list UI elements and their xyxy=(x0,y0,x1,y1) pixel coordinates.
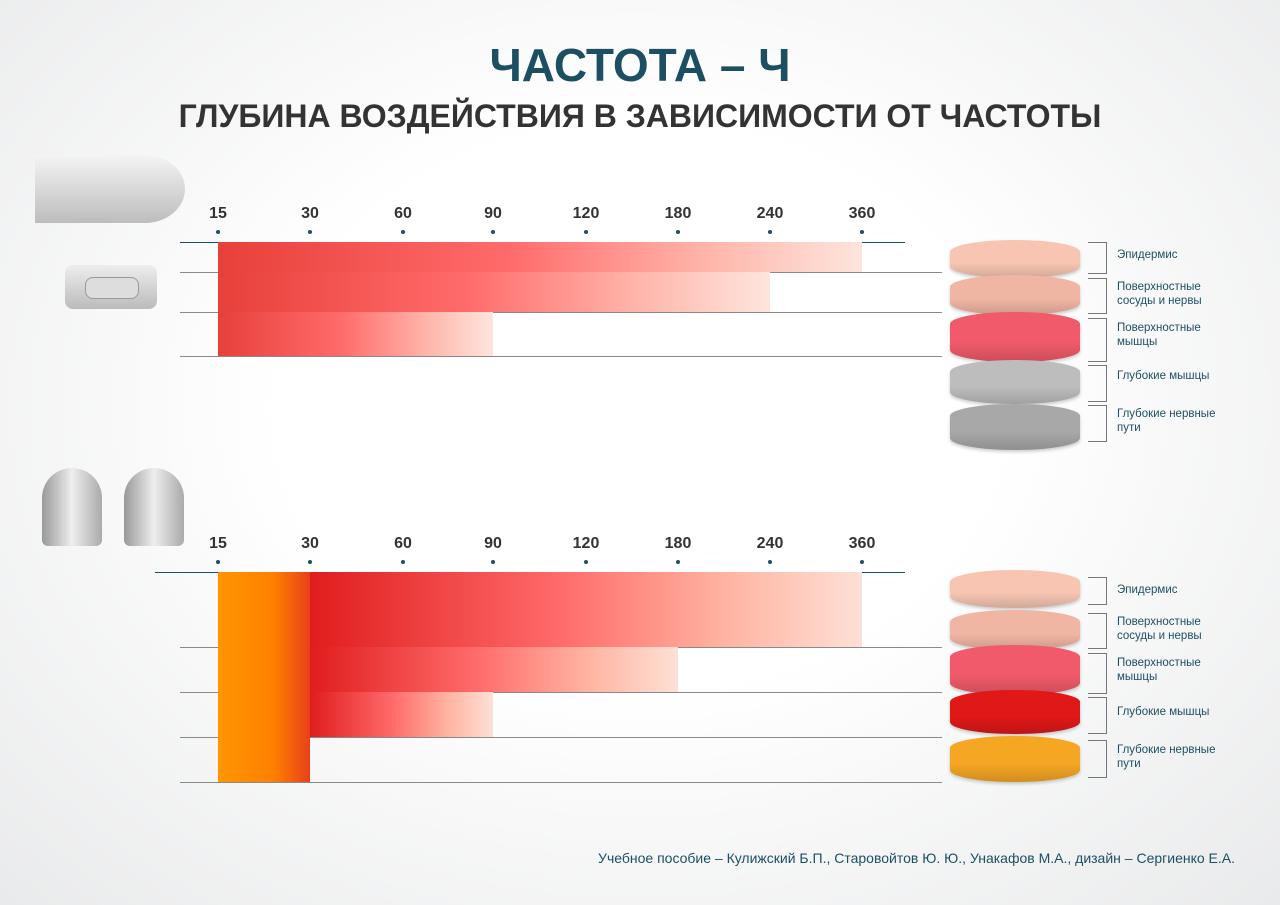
tick-label: 360 xyxy=(848,535,876,552)
layer-bracket xyxy=(1088,365,1107,402)
layer-bracket xyxy=(1088,653,1107,694)
tick-dot xyxy=(401,560,405,564)
tick-dot xyxy=(401,230,405,234)
layer-label: Поверхностные мышцы xyxy=(1117,657,1201,683)
layer-bracket xyxy=(1088,577,1107,605)
tissue-layer-icon xyxy=(950,404,1080,450)
row-divider xyxy=(180,356,942,357)
layer-bracket xyxy=(1088,278,1107,314)
electrode-tip-icon xyxy=(124,468,184,546)
tissue-layer-icon xyxy=(950,570,1080,608)
frequency-bar xyxy=(310,572,862,647)
page-title: ЧАСТОТА – Ч xyxy=(489,39,791,91)
tick-label: 120 xyxy=(572,535,600,552)
layer-bracket xyxy=(1088,242,1107,274)
layer-label: Поверхностные сосуды и нервы xyxy=(1117,281,1202,307)
layer-label: Эпидермис xyxy=(1117,584,1178,596)
tick-dot xyxy=(768,230,772,234)
tick-dot xyxy=(676,560,680,564)
tick-label: 180 xyxy=(664,205,692,222)
electrode-plate-icon xyxy=(65,265,157,309)
tissue-layer-icon xyxy=(950,360,1080,404)
tissue-layer-icon xyxy=(950,690,1080,734)
layer-bracket xyxy=(1088,318,1107,362)
layer-label: Глубокие мышцы xyxy=(1117,370,1210,382)
tick-dot xyxy=(491,230,495,234)
tissue-layer-icon xyxy=(950,736,1080,782)
tick-label: 120 xyxy=(572,205,600,222)
frequency-bar xyxy=(218,242,862,272)
tissue-layer-icon xyxy=(950,610,1080,650)
tick-label: 90 xyxy=(484,535,502,552)
tick-label: 240 xyxy=(756,535,784,552)
tick-label: 240 xyxy=(756,205,784,222)
layer-bracket xyxy=(1088,405,1107,442)
tick-dot xyxy=(308,560,312,564)
tick-label: 180 xyxy=(664,535,692,552)
tick-label: 360 xyxy=(848,205,876,222)
tick-label: 30 xyxy=(301,205,319,222)
layer-label: Поверхностные мышцы xyxy=(1117,322,1201,348)
layer-bracket xyxy=(1088,613,1107,649)
tick-dot xyxy=(860,560,864,564)
row-divider xyxy=(180,737,942,738)
tick-dot xyxy=(584,560,588,564)
row-divider xyxy=(180,312,942,313)
tick-label: 15 xyxy=(209,535,227,552)
tick-dot xyxy=(308,230,312,234)
footer-credits: Учебное пособие – Кулижский Б.П., Старов… xyxy=(598,850,1235,866)
layer-label: Эпидермис xyxy=(1117,249,1178,261)
tick-dot xyxy=(491,560,495,564)
tick-label: 60 xyxy=(394,535,412,552)
row-divider xyxy=(180,692,942,693)
layer-label: Глубокие мышцы xyxy=(1117,706,1210,718)
layer-label: Глубокие нервные пути xyxy=(1117,744,1216,770)
electrode-device-icon xyxy=(35,155,185,223)
electrode-tip-icon xyxy=(42,468,102,546)
tick-label: 30 xyxy=(301,535,319,552)
tick-label: 60 xyxy=(394,205,412,222)
frequency-bar xyxy=(218,272,770,312)
tick-dot xyxy=(216,560,220,564)
low-frequency-bar xyxy=(218,572,310,782)
tick-dot xyxy=(584,230,588,234)
tick-dot xyxy=(676,230,680,234)
frequency-bar xyxy=(310,692,493,737)
tick-dot xyxy=(860,230,864,234)
tick-label: 15 xyxy=(209,205,227,222)
tick-dot xyxy=(216,230,220,234)
frequency-bar xyxy=(218,312,493,356)
layer-bracket xyxy=(1088,697,1107,734)
page-subtitle: ГЛУБИНА ВОЗДЕЙСТВИЯ В ЗАВИСИМОСТИ ОТ ЧАС… xyxy=(178,98,1102,134)
layer-bracket xyxy=(1088,740,1107,778)
frequency-bar xyxy=(310,647,678,692)
row-divider xyxy=(180,782,942,783)
layer-label: Поверхностные сосуды и нервы xyxy=(1117,616,1202,642)
tissue-layer-icon xyxy=(950,240,1080,278)
tissue-layer-icon xyxy=(950,275,1080,315)
layer-label: Глубокие нервные пути xyxy=(1117,408,1216,434)
tissue-layer-icon xyxy=(950,645,1080,695)
tick-dot xyxy=(768,560,772,564)
tissue-layer-icon xyxy=(950,312,1080,362)
tick-label: 90 xyxy=(484,205,502,222)
